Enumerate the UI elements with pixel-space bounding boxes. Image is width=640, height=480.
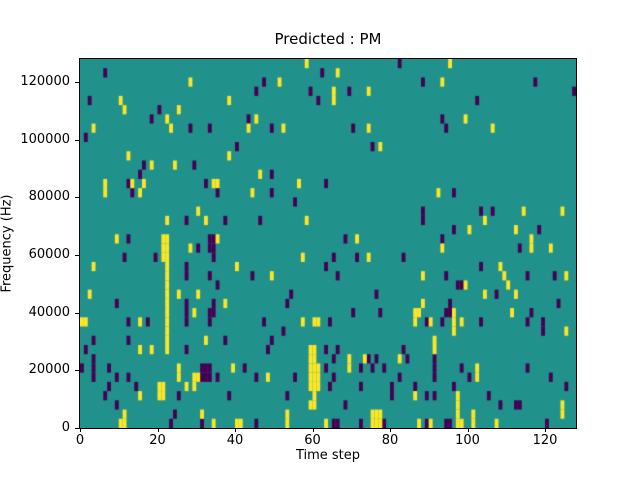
y-tick-mark bbox=[75, 312, 79, 314]
y-tick-label: 60000 bbox=[28, 247, 70, 263]
x-tick-mark bbox=[80, 428, 81, 432]
x-tick-mark bbox=[157, 428, 159, 432]
y-tick-label: 40000 bbox=[28, 304, 70, 320]
x-tick-label: 100 bbox=[455, 433, 480, 448]
y-tick-label: 20000 bbox=[28, 362, 70, 378]
chart-title: Predicted : PM bbox=[274, 30, 382, 48]
x-tick-mark bbox=[312, 428, 314, 432]
x-tick-mark bbox=[545, 428, 546, 432]
y-tick-mark bbox=[75, 139, 79, 141]
y-axis-label: Frequency (Hz) bbox=[0, 194, 15, 293]
y-tick-label: 80000 bbox=[28, 189, 70, 205]
y-tick-mark bbox=[75, 82, 79, 84]
x-tick-mark bbox=[390, 428, 391, 432]
y-tick-mark bbox=[75, 428, 79, 429]
x-axis-label: Time step bbox=[295, 448, 361, 463]
y-tick-label: 100000 bbox=[20, 131, 70, 147]
x-tick-label: 40 bbox=[226, 433, 244, 448]
plot-area bbox=[79, 58, 577, 429]
y-tick-label: 120000 bbox=[20, 74, 70, 90]
x-tick-label: 20 bbox=[149, 433, 166, 448]
y-tick-mark bbox=[75, 197, 79, 199]
x-tick-label: 120 bbox=[532, 433, 558, 448]
x-tick-mark bbox=[467, 428, 469, 432]
x-tick-label: 60 bbox=[304, 433, 321, 448]
y-tick-label: 0 bbox=[61, 420, 70, 435]
x-tick-label: 80 bbox=[381, 433, 399, 448]
x-tick-label: 0 bbox=[75, 433, 85, 448]
x-tick-mark bbox=[235, 428, 236, 432]
y-tick-mark bbox=[75, 255, 79, 257]
y-tick-mark bbox=[75, 370, 79, 372]
heatmap-canvas bbox=[80, 59, 576, 428]
